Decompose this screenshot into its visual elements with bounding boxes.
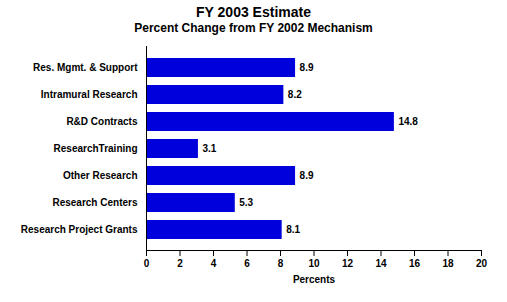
svg-text:16: 16: [409, 258, 421, 269]
svg-text:8.9: 8.9: [300, 62, 314, 73]
svg-text:0: 0: [144, 258, 150, 269]
svg-text:4: 4: [211, 258, 217, 269]
svg-text:R&D Contracts: R&D Contracts: [66, 116, 138, 127]
svg-text:6: 6: [244, 258, 250, 269]
svg-text:Percents: Percents: [293, 274, 336, 285]
svg-text:3.1: 3.1: [202, 143, 216, 154]
svg-text:Research Centers: Research Centers: [52, 197, 137, 208]
svg-text:ResearchTraining: ResearchTraining: [54, 143, 138, 154]
svg-text:14: 14: [375, 258, 387, 269]
svg-text:2: 2: [177, 258, 183, 269]
svg-text:5.3: 5.3: [239, 197, 253, 208]
svg-text:Research Project Grants: Research Project Grants: [21, 224, 138, 235]
svg-text:12: 12: [342, 258, 354, 269]
svg-text:Other Research: Other Research: [63, 170, 137, 181]
svg-text:10: 10: [308, 258, 320, 269]
svg-text:20: 20: [476, 258, 488, 269]
svg-text:8: 8: [278, 258, 284, 269]
html-text:FY 2003 Estimate: FY 2003 Estimate: [196, 4, 311, 20]
svg-text:8.2: 8.2: [288, 89, 302, 100]
svg-text:Res. Mgmt. & Support: Res. Mgmt. & Support: [33, 62, 138, 73]
svg-text:14.8: 14.8: [398, 116, 418, 127]
svg-text:18: 18: [442, 258, 454, 269]
svg-text:8.9: 8.9: [300, 170, 314, 181]
html-text:Percent Change from FY 2002 Me: Percent Change from FY 2002 Mechanism: [134, 21, 373, 35]
svg-text:8.1: 8.1: [286, 224, 300, 235]
svg-text:Intramural Research: Intramural Research: [41, 89, 138, 100]
